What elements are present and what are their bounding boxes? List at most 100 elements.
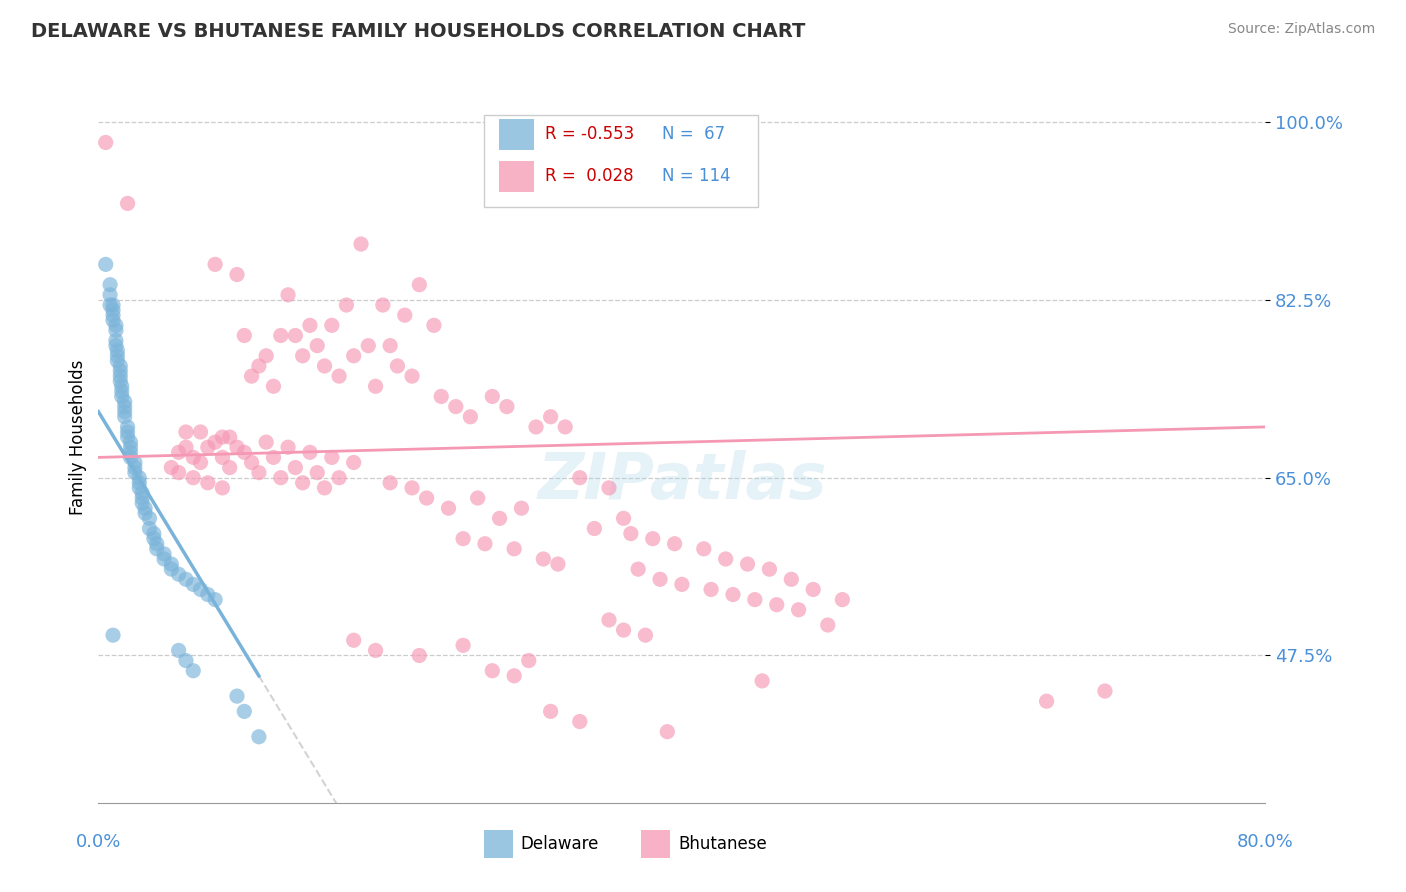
- Point: [181, 577, 204, 591]
- Point: [197, 588, 219, 602]
- FancyBboxPatch shape: [484, 115, 758, 207]
- Point: [101, 303, 124, 318]
- Text: 80.0%: 80.0%: [1237, 833, 1294, 851]
- Point: [648, 572, 671, 586]
- Point: [197, 475, 219, 490]
- Point: [568, 471, 591, 485]
- Point: [181, 664, 204, 678]
- Point: [583, 521, 606, 535]
- Point: [117, 420, 139, 434]
- Point: [197, 440, 219, 454]
- Point: [270, 328, 292, 343]
- Point: [634, 628, 657, 642]
- Point: [101, 298, 124, 312]
- Point: [401, 481, 423, 495]
- Point: [364, 643, 387, 657]
- Point: [167, 643, 190, 657]
- Point: [114, 405, 136, 419]
- Point: [291, 475, 314, 490]
- Point: [233, 328, 256, 343]
- Point: [190, 455, 212, 469]
- Point: [146, 537, 169, 551]
- Point: [284, 460, 307, 475]
- Point: [134, 501, 156, 516]
- Point: [104, 318, 127, 333]
- Point: [554, 420, 576, 434]
- Point: [110, 364, 132, 378]
- Point: [474, 537, 496, 551]
- Point: [204, 257, 226, 271]
- Point: [101, 308, 124, 322]
- Point: [831, 592, 853, 607]
- Point: [524, 420, 547, 434]
- Point: [270, 471, 292, 485]
- Point: [328, 369, 350, 384]
- Text: R =  0.028: R = 0.028: [546, 167, 634, 185]
- Point: [94, 136, 117, 150]
- Point: [124, 466, 146, 480]
- Point: [98, 288, 121, 302]
- Point: [1035, 694, 1057, 708]
- Text: R = -0.553: R = -0.553: [546, 125, 634, 143]
- Point: [321, 318, 343, 333]
- Point: [181, 450, 204, 465]
- Point: [114, 409, 136, 424]
- FancyBboxPatch shape: [641, 830, 671, 858]
- Point: [568, 714, 591, 729]
- Point: [671, 577, 693, 591]
- Point: [350, 237, 373, 252]
- Point: [277, 288, 299, 302]
- Text: N = 114: N = 114: [662, 167, 731, 185]
- Point: [307, 338, 329, 352]
- Point: [284, 328, 307, 343]
- Point: [314, 359, 336, 373]
- Point: [343, 349, 366, 363]
- Point: [685, 145, 707, 160]
- Point: [371, 298, 394, 312]
- FancyBboxPatch shape: [499, 161, 534, 192]
- Point: [737, 557, 759, 571]
- Point: [540, 705, 562, 719]
- Point: [134, 506, 156, 520]
- Point: [380, 475, 402, 490]
- Point: [254, 349, 277, 363]
- Point: [111, 389, 134, 403]
- Point: [700, 582, 723, 597]
- Point: [105, 354, 128, 368]
- Point: [387, 359, 409, 373]
- Point: [204, 592, 226, 607]
- Point: [131, 491, 153, 505]
- Point: [167, 466, 190, 480]
- Point: [117, 196, 139, 211]
- Point: [110, 374, 132, 388]
- Point: [226, 689, 249, 703]
- Point: [160, 557, 183, 571]
- Point: [503, 669, 526, 683]
- Point: [153, 552, 176, 566]
- Point: [641, 532, 664, 546]
- Point: [111, 384, 134, 399]
- Point: [612, 623, 634, 637]
- Point: [117, 425, 139, 439]
- Point: [481, 664, 503, 678]
- Point: [120, 440, 142, 454]
- Point: [114, 394, 136, 409]
- Text: Bhutanese: Bhutanese: [679, 835, 768, 853]
- Point: [124, 455, 146, 469]
- Point: [693, 541, 716, 556]
- Point: [314, 481, 336, 495]
- Point: [174, 572, 197, 586]
- Point: [174, 425, 197, 439]
- Point: [598, 481, 620, 495]
- Point: [328, 471, 350, 485]
- Point: [247, 466, 270, 480]
- Point: [111, 379, 134, 393]
- Point: [167, 567, 190, 582]
- Point: [335, 298, 357, 312]
- Point: [481, 389, 503, 403]
- Point: [138, 511, 160, 525]
- Point: [98, 298, 121, 312]
- Point: [190, 425, 212, 439]
- Point: [627, 562, 650, 576]
- Point: [540, 409, 562, 424]
